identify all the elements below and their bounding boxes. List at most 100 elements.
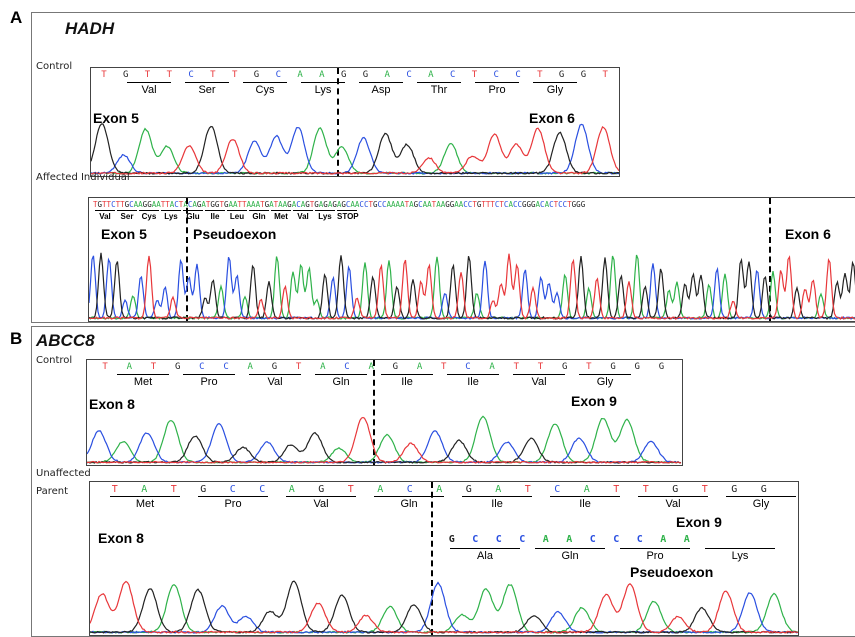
- panel-b-control-base: A: [368, 362, 374, 372]
- panel-b-parent-codon-bar: [374, 496, 444, 497]
- panel-a-affected-codon-bar: [227, 210, 247, 211]
- panel-b-control-codon-bar: [381, 374, 433, 375]
- panel-b-control-base: A: [489, 362, 495, 372]
- panel-a-affected-codon-bar: [271, 210, 291, 211]
- panel-a-control-base: C: [275, 70, 281, 80]
- panel-b-control-exon-right: Exon 9: [571, 393, 617, 409]
- panel-b-parent-alt-amino-acid: Gln: [561, 550, 579, 562]
- panel-b-parent-base: A: [141, 484, 148, 495]
- panel-a-affected-codon-bar: [139, 210, 159, 211]
- panel-b-control-base: T: [537, 362, 544, 372]
- panel-b-parent-base: A: [495, 484, 502, 495]
- panel-b-parent-base: T: [347, 484, 354, 495]
- panel-b-control-base: T: [150, 362, 157, 372]
- panel-a-control-codon-bar: [475, 82, 519, 83]
- panel-a-control-base: G: [558, 70, 565, 80]
- panel-a-control-exon-left: Exon 5: [93, 110, 139, 126]
- panel-a-affected-codon-bar: [205, 210, 225, 211]
- panel-b-parent-alt-codon-bar: [620, 548, 690, 549]
- panel-b-control-base: G: [610, 362, 616, 372]
- panel-a-control-traces: [91, 123, 619, 175]
- panel-a-affected-amino-acid: Lys: [318, 212, 332, 221]
- panel-a-affected-amino-acid: Ser: [120, 212, 134, 221]
- panel-b-parent-codon-bar: [286, 496, 356, 497]
- panel-a-control-base: G: [340, 70, 347, 80]
- panel-a-control-amino-acid: Lys: [314, 84, 332, 96]
- panel-b-control-base: T: [441, 362, 447, 372]
- panel-a-control-codon-bar: [301, 82, 345, 83]
- panel-b-parent-amino-acid: Ile: [491, 498, 503, 510]
- panel-a-control-exon-right: Exon 6: [529, 110, 575, 126]
- panel-b-control-splice-junction: [373, 360, 375, 465]
- panel-b-parent-alt-base: C: [495, 534, 502, 545]
- panel-a-control-base: G: [122, 70, 129, 80]
- panel-b-control-amino-acid: Ile: [467, 376, 479, 388]
- panel-a-control-splice-junction: [337, 68, 339, 176]
- panel-a-gene-title: HADH: [65, 19, 115, 38]
- panel-b-parent-pseudoexon: Pseudoexon: [630, 564, 714, 580]
- panel-a-affected-codon-bar: [183, 210, 203, 211]
- panel-b-control-base: G: [561, 362, 568, 372]
- panel-b-parent-amino-acid: Gln: [400, 498, 418, 510]
- panel-b: ABCC8 Control T A T G C C A G T A C A G A T C A T T G T G G G M…: [31, 326, 855, 637]
- panel-b-control-base: T: [102, 362, 108, 372]
- panel-a-affected-amino-acid: Val: [297, 212, 309, 221]
- panel-a-affected-codon-bar: [293, 210, 313, 211]
- panel-a-affected-sequence-colored: TGTTCTTGCAAGGAATTACTACAGATGGTGAATTAAATGA…: [93, 200, 586, 209]
- panel-a-control-amino-acid: Thr: [430, 84, 448, 96]
- panel-a-control-codon-bar: [417, 82, 461, 83]
- panel-b-control-amino-acid: Gln: [332, 376, 350, 388]
- panel-a-control-base: A: [297, 70, 303, 80]
- panel-b-parent-base: G: [200, 484, 207, 495]
- panel-a-affected-amino-acid: Leu: [229, 212, 245, 221]
- chromatogram-trace: [89, 252, 855, 320]
- panel-b-control-amino-acid: Ile: [401, 376, 413, 388]
- chromatogram-trace: [89, 253, 855, 320]
- panel-b-parent-alt-amino-acid: Lys: [731, 550, 749, 562]
- panel-b-control-chromatogram: T A T G C C A G T A C A G A T C A T T G T G G G Met Pro Val Gln Ile…: [86, 359, 683, 466]
- panel-b-control-base: T: [513, 362, 519, 372]
- panel-b-parent-base: C: [259, 484, 266, 495]
- panel-a-control-codon-bar: [243, 82, 287, 83]
- panel-a-control-codon-bar: [185, 82, 229, 83]
- panel-a-control-base: T: [144, 70, 151, 80]
- panel-b-parent-exon-right: Exon 9: [676, 514, 722, 530]
- panel-a-affected-pseudoexon: Pseudoexon: [193, 226, 277, 242]
- panel-b-parent-alt-codon-bar: [535, 548, 605, 549]
- panel-b-control-base: A: [126, 362, 132, 372]
- panel-b-control-base: T: [295, 362, 302, 372]
- panel-b-parent-alt-base: A: [660, 534, 667, 545]
- panel-b-control-codon-bar: [183, 374, 235, 375]
- panel-b-parent-alt-base: A: [566, 534, 573, 545]
- panel-b-parent-alt-amino-acid: Pro: [646, 550, 664, 562]
- panel-b-parent-codon-bar: [638, 496, 708, 497]
- panel-b-parent-alt-base: G: [448, 534, 455, 545]
- panel-a-control-codon-bar: [127, 82, 171, 83]
- panel-b-parent-base: G: [731, 484, 738, 495]
- panel-a-control-label: Control: [36, 61, 73, 72]
- panel-a-affected-exon-left: Exon 5: [101, 226, 147, 242]
- panel-a-affected-codon-bar: [249, 210, 269, 211]
- panel-a-control-base: T: [537, 70, 543, 80]
- panel-b-parent-amino-acid: Met: [135, 498, 155, 510]
- panel-b-parent-alt-codon-bar: [705, 548, 775, 549]
- panel-a-control-base: C: [515, 70, 521, 80]
- panel-b-parent-amino-acid: Ile: [579, 498, 591, 510]
- panel-a-control-base: C: [188, 70, 194, 80]
- panel-b-parent-base: T: [701, 484, 708, 495]
- panel-a-control-base: T: [166, 70, 172, 80]
- panel-a-control-base: T: [231, 70, 238, 80]
- panel-a-affected-chromatogram: TGTTCTTGCAAGGAATTACTACAGATGGTGAATTAAATGA…: [88, 197, 855, 322]
- panel-a-affected-traces: [89, 252, 855, 320]
- panel-b-parent-base: A: [436, 484, 443, 495]
- panel-a-control-amino-acid: Ser: [198, 84, 216, 96]
- panel-a-control-base: A: [384, 70, 390, 80]
- panel-b-parent-alt-codon-bar: [450, 548, 520, 549]
- panel-b-control-base: A: [320, 362, 326, 372]
- panel-b-parent-base: G: [760, 484, 767, 495]
- panel-b-parent-alt-base: C: [613, 534, 620, 545]
- panel-b-parent-label-line2: Parent: [36, 486, 69, 497]
- chromatogram-trace: [91, 125, 619, 175]
- chromatogram-trace: [90, 580, 798, 634]
